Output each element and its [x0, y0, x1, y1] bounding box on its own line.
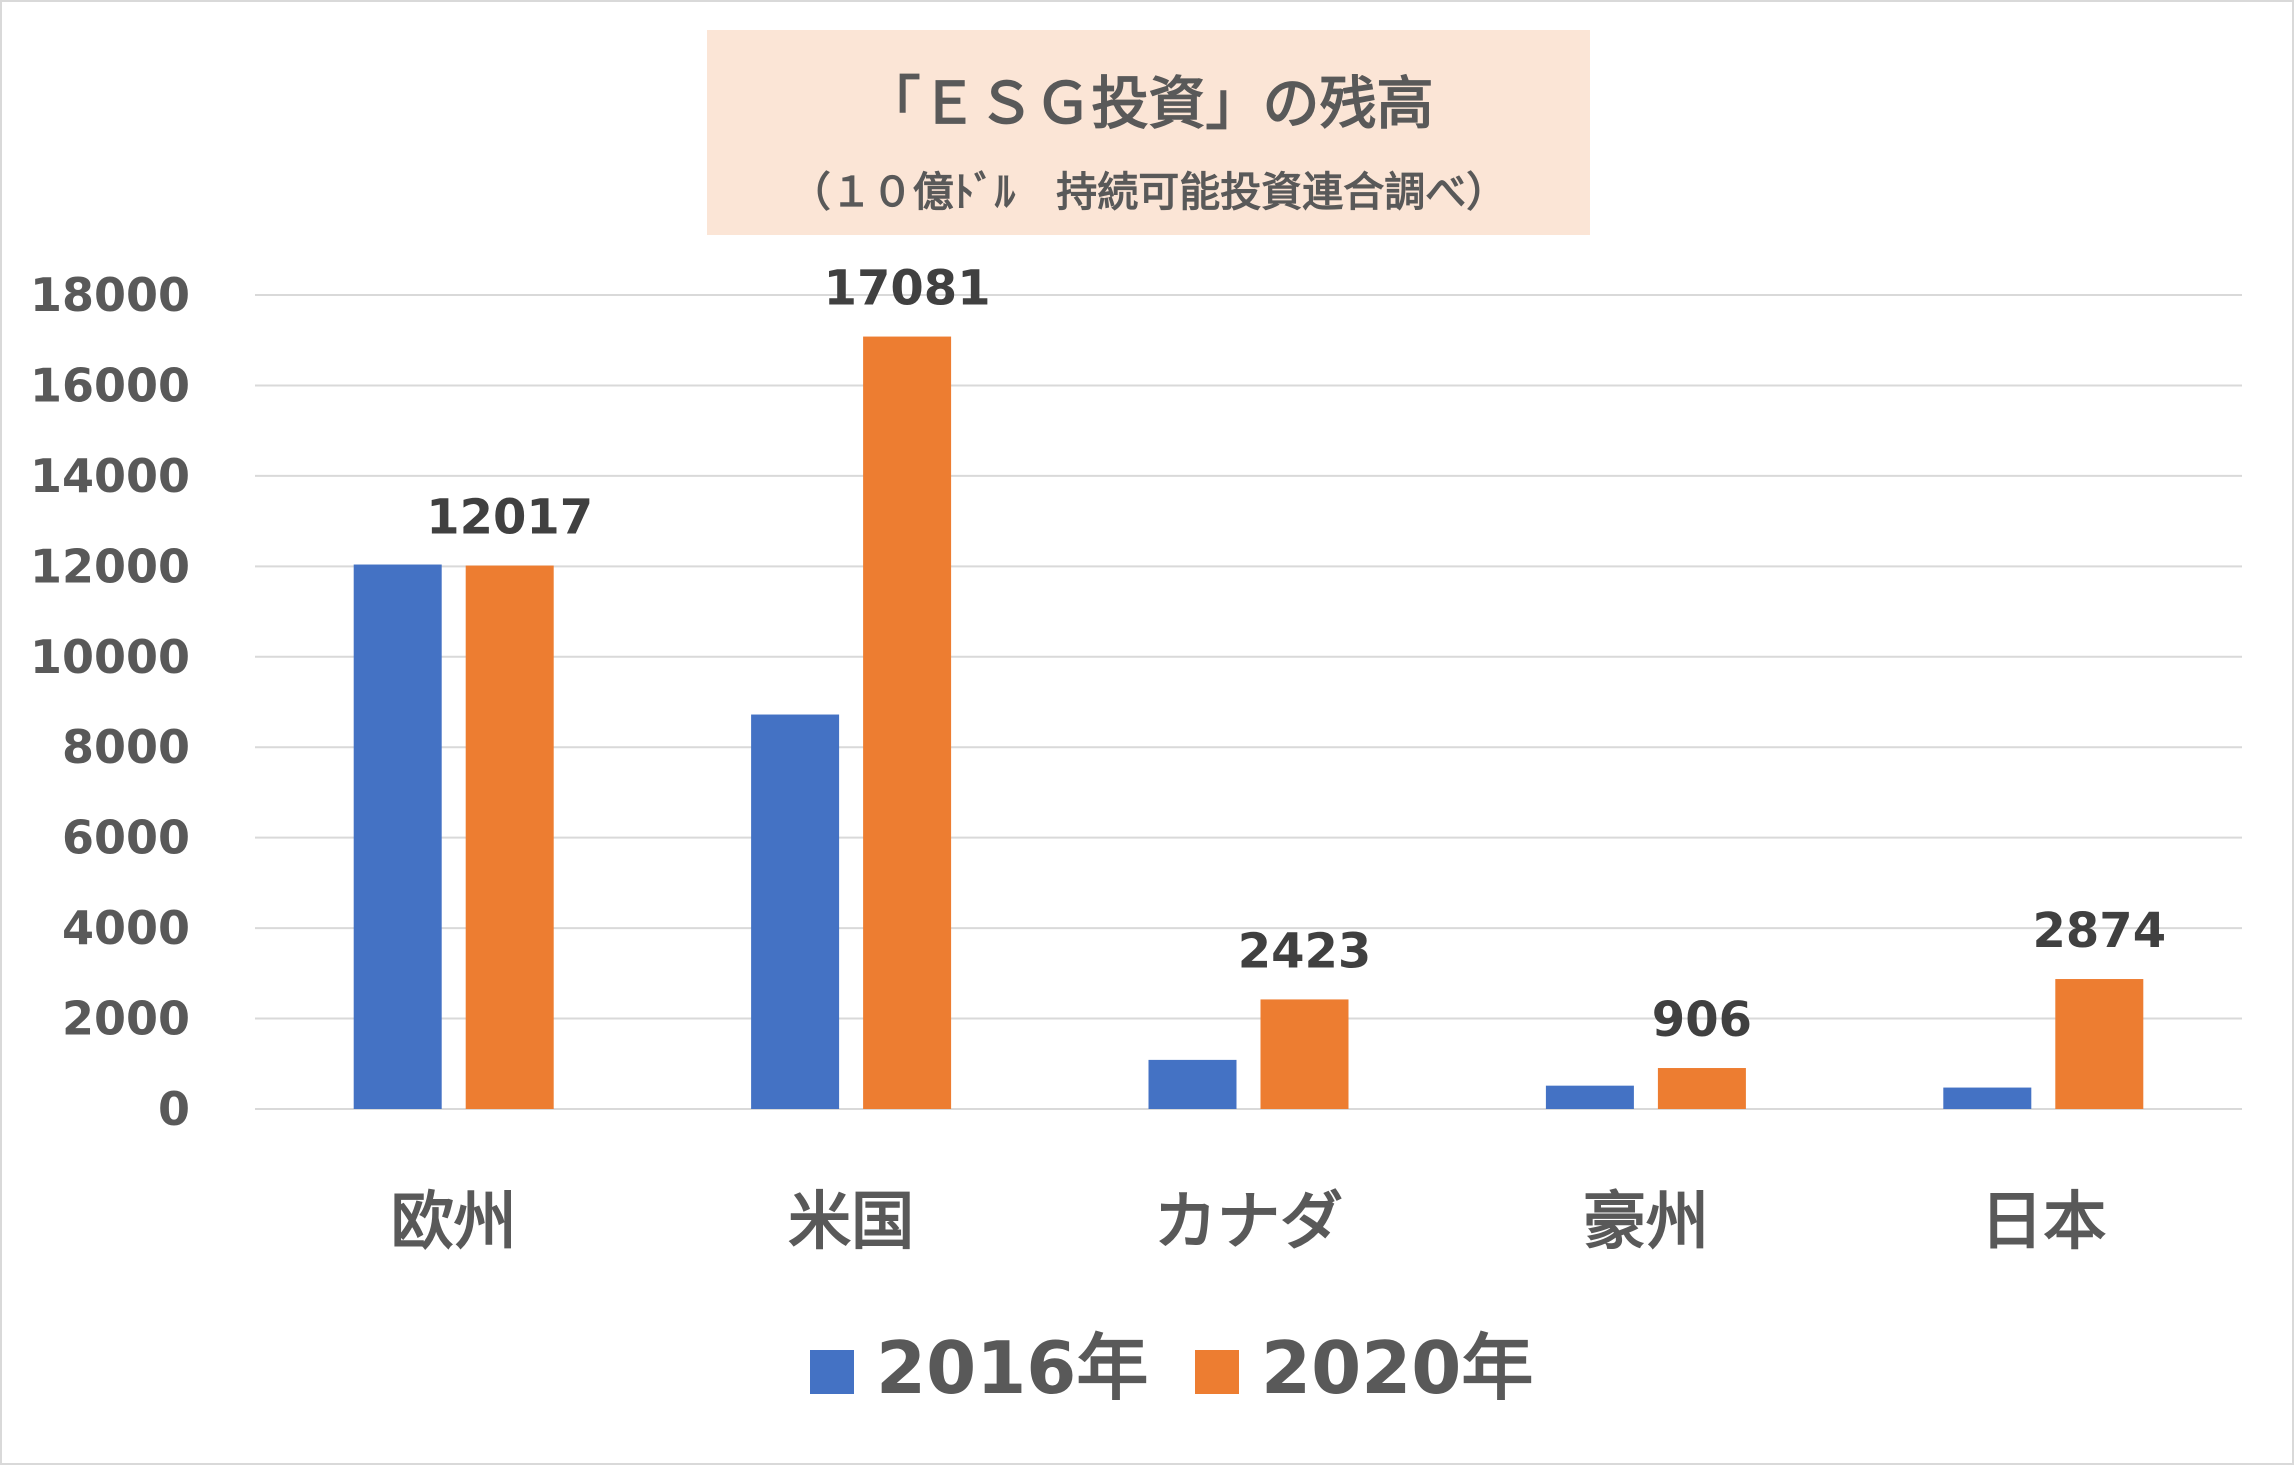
y-tick-label-14000: 14000: [30, 449, 190, 503]
y-tick-label-18000: 18000: [30, 268, 190, 322]
bar-2016-1: [751, 714, 840, 1109]
y-tick-label-16000: 16000: [30, 358, 190, 412]
chart-title: 「ＥＳＧ投資」の残高: [863, 71, 1434, 137]
x-category-label-0: 欧州: [391, 1185, 517, 1258]
legend-swatch-2020: [1195, 1350, 1239, 1394]
bar-2016-0: [353, 564, 442, 1109]
title-box: 「ＥＳＧ投資」の残高 （１０億ﾄﾞﾙ 持続可能投資連合調べ）: [707, 30, 1590, 235]
bar-2020-0: [465, 565, 554, 1109]
data-label-1: 17081: [824, 261, 991, 317]
bar-2020-1: [863, 336, 952, 1110]
y-tick-label-8000: 8000: [62, 720, 190, 774]
y-tick-label-4000: 4000: [62, 901, 190, 955]
x-category-label-1: 米国: [788, 1185, 914, 1258]
legend-label-2016: 2016年: [876, 1326, 1149, 1410]
data-label-3: 906: [1652, 992, 1752, 1048]
bar-2016-3: [1545, 1085, 1634, 1109]
y-tick-label-2000: 2000: [62, 992, 190, 1046]
bar-2016-2: [1148, 1059, 1237, 1109]
x-category-label-2: カナダ: [1154, 1185, 1343, 1258]
y-axis-ticks: 0 2000 4000 6000 8000 10000 12000 14000 16000 180…: [30, 268, 190, 1136]
bar-2020-3: [1657, 1068, 1746, 1109]
y-tick-label-6000: 6000: [62, 811, 190, 865]
data-label-2: 2423: [1238, 923, 1372, 979]
bar-2020-2: [1260, 999, 1349, 1109]
y-tick-label-10000: 10000: [30, 630, 190, 684]
gridlines: [255, 294, 2242, 1110]
data-labels: 12017 17081 2423 906 2874: [426, 261, 2166, 1048]
x-category-label-3: 豪州: [1583, 1185, 1709, 1258]
x-axis-categories: 欧州 米国 カナダ 豪州 日本: [391, 1185, 2107, 1258]
legend-label-2020: 2020年: [1261, 1326, 1534, 1410]
bar-2020-4: [2055, 979, 2144, 1109]
y-tick-label-0: 0: [158, 1082, 190, 1136]
data-label-4: 2874: [2033, 903, 2167, 959]
bar-2016-4: [1943, 1087, 2032, 1109]
legend-swatch-2016: [810, 1350, 854, 1394]
chart-subtitle: （１０億ﾄﾞﾙ 持続可能投資連合調べ）: [789, 168, 1508, 216]
y-tick-label-12000: 12000: [30, 539, 190, 593]
x-category-label-4: 日本: [1980, 1185, 2106, 1258]
legend: 2016年 2020年: [0, 1318, 2294, 1418]
data-label-0: 12017: [426, 490, 593, 546]
bars: [353, 336, 2144, 1110]
